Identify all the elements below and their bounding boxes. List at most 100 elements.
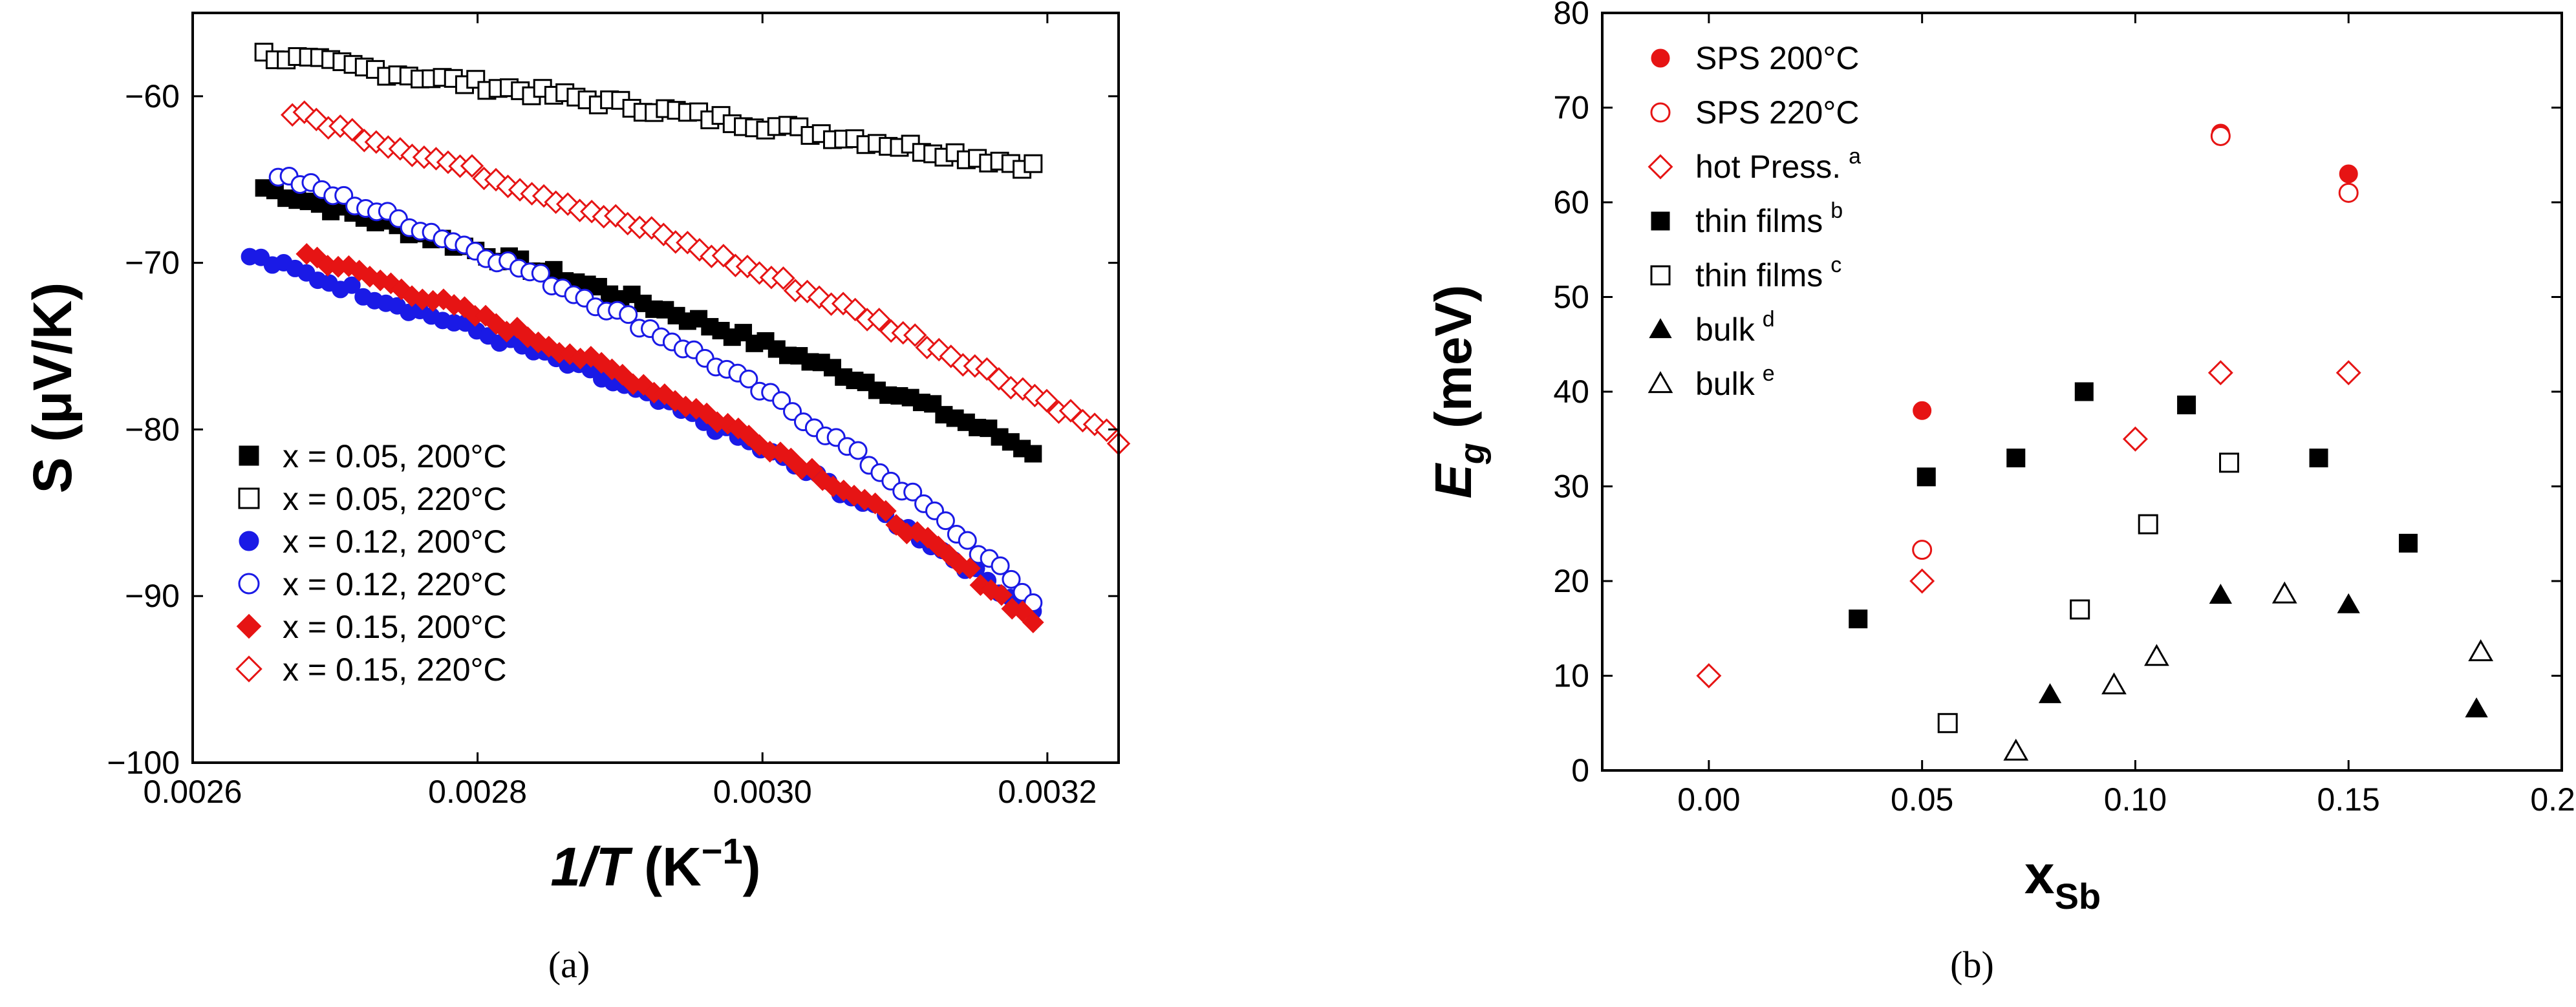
panel-b-series-6 xyxy=(2038,584,2488,717)
panel-b-y-tick-label: 40 xyxy=(1553,374,1589,410)
panel-a-data-point xyxy=(1058,399,1083,423)
panel-b-x-title-symbol: x xyxy=(2024,844,2055,905)
panel-b-legend-marker xyxy=(1649,318,1672,339)
panel-b-legend-marker xyxy=(1650,265,1671,286)
panel-a-data-point xyxy=(903,323,927,347)
panel-b-legend-label: bulk d xyxy=(1695,307,1775,348)
panel-a-data-marks xyxy=(241,43,1131,633)
panel-b-data-point xyxy=(1696,663,1722,688)
panel-b-legend-name: hot Press. xyxy=(1695,149,1841,185)
panel-a-legend-marker xyxy=(236,613,262,639)
panel-a-data-point xyxy=(654,383,676,405)
panel-a-data-point xyxy=(531,264,550,283)
panel-b-legend-marker xyxy=(1648,371,1673,394)
panel-a-legend-marker xyxy=(235,655,263,683)
panel-b-x-axis-title: xSb xyxy=(2024,844,2101,917)
panel-a-x-title-close: ) xyxy=(743,836,761,897)
panel-a-legend-label: x = 0.05, 200°C xyxy=(283,438,507,474)
panel-a-data-point xyxy=(1024,154,1043,173)
panel-a-data-point xyxy=(364,130,389,154)
panel-b-x-tick-label: 0.15 xyxy=(2317,781,2380,818)
panel-b-data-point xyxy=(2338,182,2359,203)
panel-b-y-tick-label: 20 xyxy=(1553,563,1589,599)
panel-a-data-point xyxy=(936,511,955,531)
panel-a-seebeck-plot: 0.0026 0.0028 0.0030 0.0032 −100 −90 −80 −70 −60… xyxy=(22,12,1131,986)
panel-a-data-point xyxy=(292,100,316,124)
panel-b-data-point xyxy=(2335,360,2361,386)
panel-a-data-point xyxy=(727,418,749,440)
panel-a-x-tick-label: 0.0032 xyxy=(998,774,1097,810)
panel-b-axes: 0.00 0.05 0.10 0.15 0.20 0 10 20 30 40 50 60 70 80 xyxy=(1553,0,2576,818)
panel-a-x-title-exp: −1 xyxy=(702,831,743,871)
panel-a-y-tick-label: −100 xyxy=(107,745,180,781)
panel-b-legend-name: thin films xyxy=(1695,257,1823,293)
panel-a-data-point xyxy=(460,154,484,178)
panel-b-legend-name: bulk xyxy=(1695,366,1755,402)
panel-b-data-point xyxy=(2210,125,2231,146)
panel-b-legend-name: SPS 200°C xyxy=(1695,40,1859,76)
panel-b-data-point xyxy=(2074,382,2094,401)
panel-a-data-point xyxy=(917,527,939,549)
panel-b-series-3 xyxy=(1696,360,2361,688)
panel-b-data-point xyxy=(1913,401,1932,420)
panel-b-legend-ref: b xyxy=(1830,198,1843,223)
panel-a-y-tick-label: −80 xyxy=(125,411,180,447)
panel-b-data-marks xyxy=(1696,123,2494,761)
panel-a-data-point xyxy=(848,441,868,460)
panel-b-y-tick-label: 0 xyxy=(1571,752,1589,789)
panel-a-x-tick-label: 0.0026 xyxy=(144,774,242,810)
panel-a-data-point xyxy=(1023,383,1047,408)
panel-b-data-point xyxy=(2465,697,2488,717)
panel-a-legend-label: x = 0.05, 220°C xyxy=(283,481,507,517)
panel-a-data-point xyxy=(735,255,760,279)
panel-b-series-1 xyxy=(1913,123,2358,420)
panel-b-data-point xyxy=(1909,568,1935,594)
panel-a-legend: x = 0.05, 200°C x = 0.05, 220°C x = 0.12, … xyxy=(235,438,507,688)
panel-b-data-point xyxy=(2122,426,2148,452)
panel-b-y-tick-label: 70 xyxy=(1553,90,1589,126)
panel-a-data-point xyxy=(687,238,712,262)
panel-b-series-7 xyxy=(2003,581,2494,761)
panel-b-data-point xyxy=(1912,540,1933,560)
panel-a-y-tick-label: −70 xyxy=(125,245,180,281)
panel-a-y-tick-label: −90 xyxy=(125,578,180,614)
panel-b-legend-name: bulk xyxy=(1695,312,1755,348)
panel-b-data-point xyxy=(1916,467,1936,487)
panel-b-x-tick-label: 0.20 xyxy=(2530,781,2576,818)
panel-b-data-point xyxy=(2219,452,2240,473)
panel-a-data-point xyxy=(1071,408,1095,433)
panel-a-x-tick-label: 0.0028 xyxy=(428,774,527,810)
panel-a-data-point xyxy=(975,357,999,381)
panel-a-legend-marker xyxy=(238,573,260,595)
panel-a-y-tick-label: −60 xyxy=(125,78,180,114)
panel-a-sublabel: (a) xyxy=(548,944,590,986)
panel-a-data-point xyxy=(348,260,370,282)
panel-b-data-point xyxy=(2339,164,2358,184)
panel-a-legend-marker xyxy=(238,487,260,509)
panel-b-y-tick-label: 10 xyxy=(1553,658,1589,694)
panel-a-series-2 xyxy=(254,43,1043,179)
panel-b-data-point xyxy=(2209,584,2233,604)
panel-b-legend-marker xyxy=(1651,211,1670,231)
panel-b-legend-name: thin films xyxy=(1695,203,1823,239)
panel-a-data-point xyxy=(436,150,460,175)
panel-b-legend-ref: e xyxy=(1763,361,1775,386)
panel-a-series-4 xyxy=(268,167,1043,612)
panel-a-x-tick-label: 0.0030 xyxy=(713,774,812,810)
panel-b-data-point xyxy=(2309,449,2328,468)
panel-b-x-tick-label: 0.00 xyxy=(1677,781,1740,818)
panel-a-y-title-symbol: S xyxy=(22,457,83,493)
panel-a-y-axis-title: S (μV/K) xyxy=(22,282,83,494)
panel-a-data-point xyxy=(306,246,328,269)
panel-a-data-point xyxy=(1035,388,1059,413)
panel-b-data-point xyxy=(2207,360,2233,386)
panel-a-data-point xyxy=(991,584,1013,606)
panel-a-data-point xyxy=(772,391,791,410)
panel-a-legend-label: x = 0.12, 200°C xyxy=(283,524,507,560)
panel-a-data-point xyxy=(531,184,556,208)
panel-a-series-6 xyxy=(280,100,1131,456)
panel-b-legend-ref: d xyxy=(1763,307,1775,332)
panel-a-data-point xyxy=(508,178,532,202)
panel-a-data-point xyxy=(822,475,844,498)
panel-a-data-point xyxy=(903,482,923,502)
